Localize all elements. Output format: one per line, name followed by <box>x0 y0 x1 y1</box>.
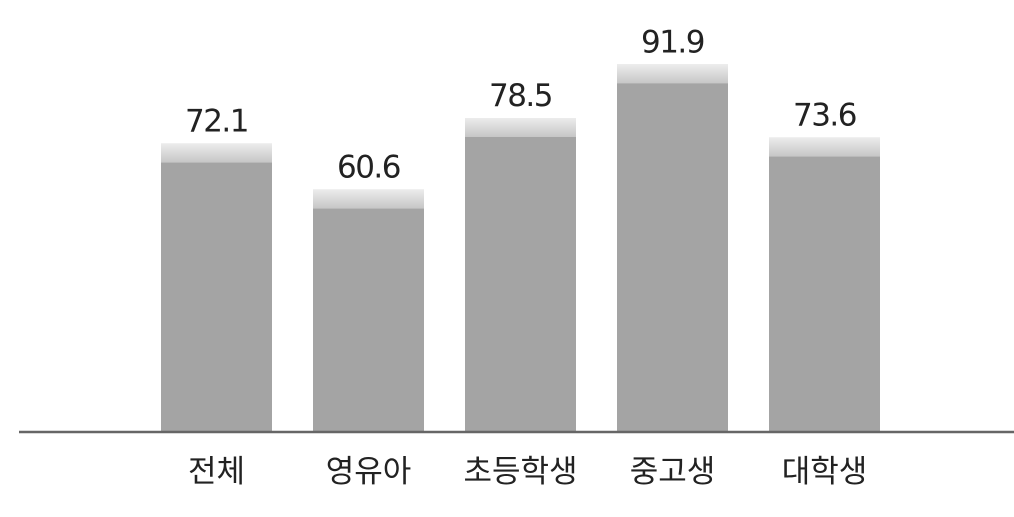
bar-highlight <box>465 118 576 137</box>
bar <box>465 118 576 432</box>
bar-highlight <box>769 137 880 157</box>
data-label: 60.6 <box>337 150 400 186</box>
data-label: 78.5 <box>489 78 552 114</box>
bar <box>313 189 424 432</box>
x-tick-label: 전체 <box>188 454 245 490</box>
x-tick-label: 중고생 <box>630 454 716 490</box>
bar-highlight <box>617 64 728 84</box>
data-label: 72.1 <box>185 104 248 140</box>
x-tick-label: 대학생 <box>782 454 868 490</box>
data-label: 73.6 <box>793 98 856 134</box>
bar <box>769 137 880 432</box>
x-tick-label: 영유아 <box>326 454 412 490</box>
x-tick-label: 초등학생 <box>463 454 577 490</box>
bar <box>617 64 728 433</box>
bar-highlight <box>313 189 424 209</box>
bar-highlight <box>161 143 272 163</box>
data-label: 91.9 <box>641 24 704 60</box>
bar <box>161 143 272 432</box>
